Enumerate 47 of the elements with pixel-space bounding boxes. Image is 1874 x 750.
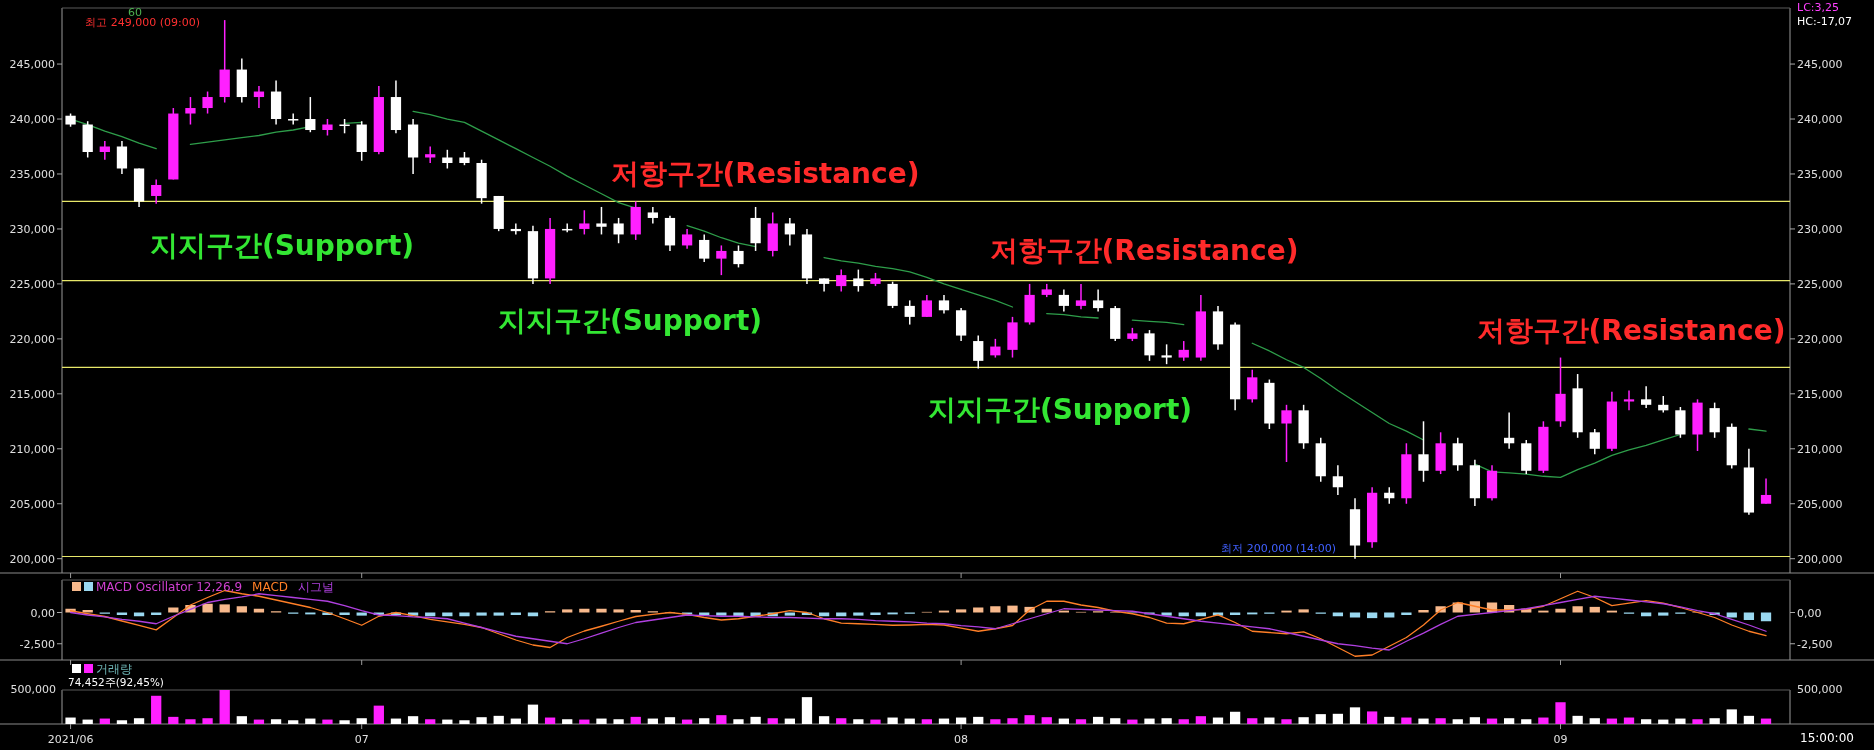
legend-label: MACD Oscillator 12,26,9 [96,580,243,594]
y2-tick-label: 230,000 [1797,222,1843,236]
text: HC:-17,07 [1797,15,1853,28]
x-tick-label: 09 [1553,733,1568,746]
series-label: MACD [252,580,289,594]
annotation: 60 [128,6,142,19]
annotation: 최저 200,000 (14:00) [1221,542,1336,555]
series-label: 시그널 [298,580,335,594]
y-tick-label: 200,000 [9,552,55,566]
annotation: 지지구간(Support) [927,393,1193,426]
y-tick-label: 215,000 [9,387,55,401]
y-tick-label: 210,000 [9,442,55,456]
annotation: 저항구간(Resistance) [989,234,1299,267]
annotation: 지지구간(Support) [497,304,763,337]
legend-label: 거래량 [96,662,132,676]
annotation: 지지구간(Support) [149,229,415,262]
y2-tick-label: 215,000 [1797,387,1843,401]
y2-tick-label: 245,000 [1797,58,1843,72]
annotation: 최고 249,000 (09:00) [85,16,200,29]
x-tick-label: 08 [954,733,969,746]
y2-tick-label: 235,000 [1797,167,1843,181]
y-tick-label: 230,000 [9,222,55,236]
x-tick-label: 07 [354,733,369,746]
text: 500,000 [1797,683,1843,696]
y2-tick-label: 240,000 [1797,113,1843,127]
y-tick-label: 245,000 [9,58,55,72]
text: LC:3,25 [1797,1,1840,14]
y2-tick-label: 205,000 [1797,497,1843,511]
annotation: 저항구간(Resistance) [1476,314,1786,347]
text: 15:00:00 [1800,731,1854,745]
y2-tick-label: 225,000 [1797,277,1843,291]
y2-tick-label: 0,00 [1797,606,1822,620]
y-tick-label: 0,00 [30,606,55,620]
y-tick-label: 220,000 [9,332,55,346]
y2-tick-label: 220,000 [1797,332,1843,346]
annotation: 저항구간(Resistance) [610,157,920,190]
y-tick-label: 205,000 [9,497,55,511]
y-tick-label: -2,500 [19,637,55,651]
text: 74,452주(92,45%) [68,676,164,688]
y-tick-label: 225,000 [9,277,55,291]
y2-tick-label: -2,500 [1797,637,1833,651]
y2-tick-label: 200,000 [1797,552,1843,566]
text: 500,000 [10,683,56,696]
y2-tick-label: 210,000 [1797,442,1843,456]
y-tick-label: 240,000 [9,113,55,127]
y-tick-label: 235,000 [9,167,55,181]
x-tick-label: 2021/06 [47,733,94,746]
